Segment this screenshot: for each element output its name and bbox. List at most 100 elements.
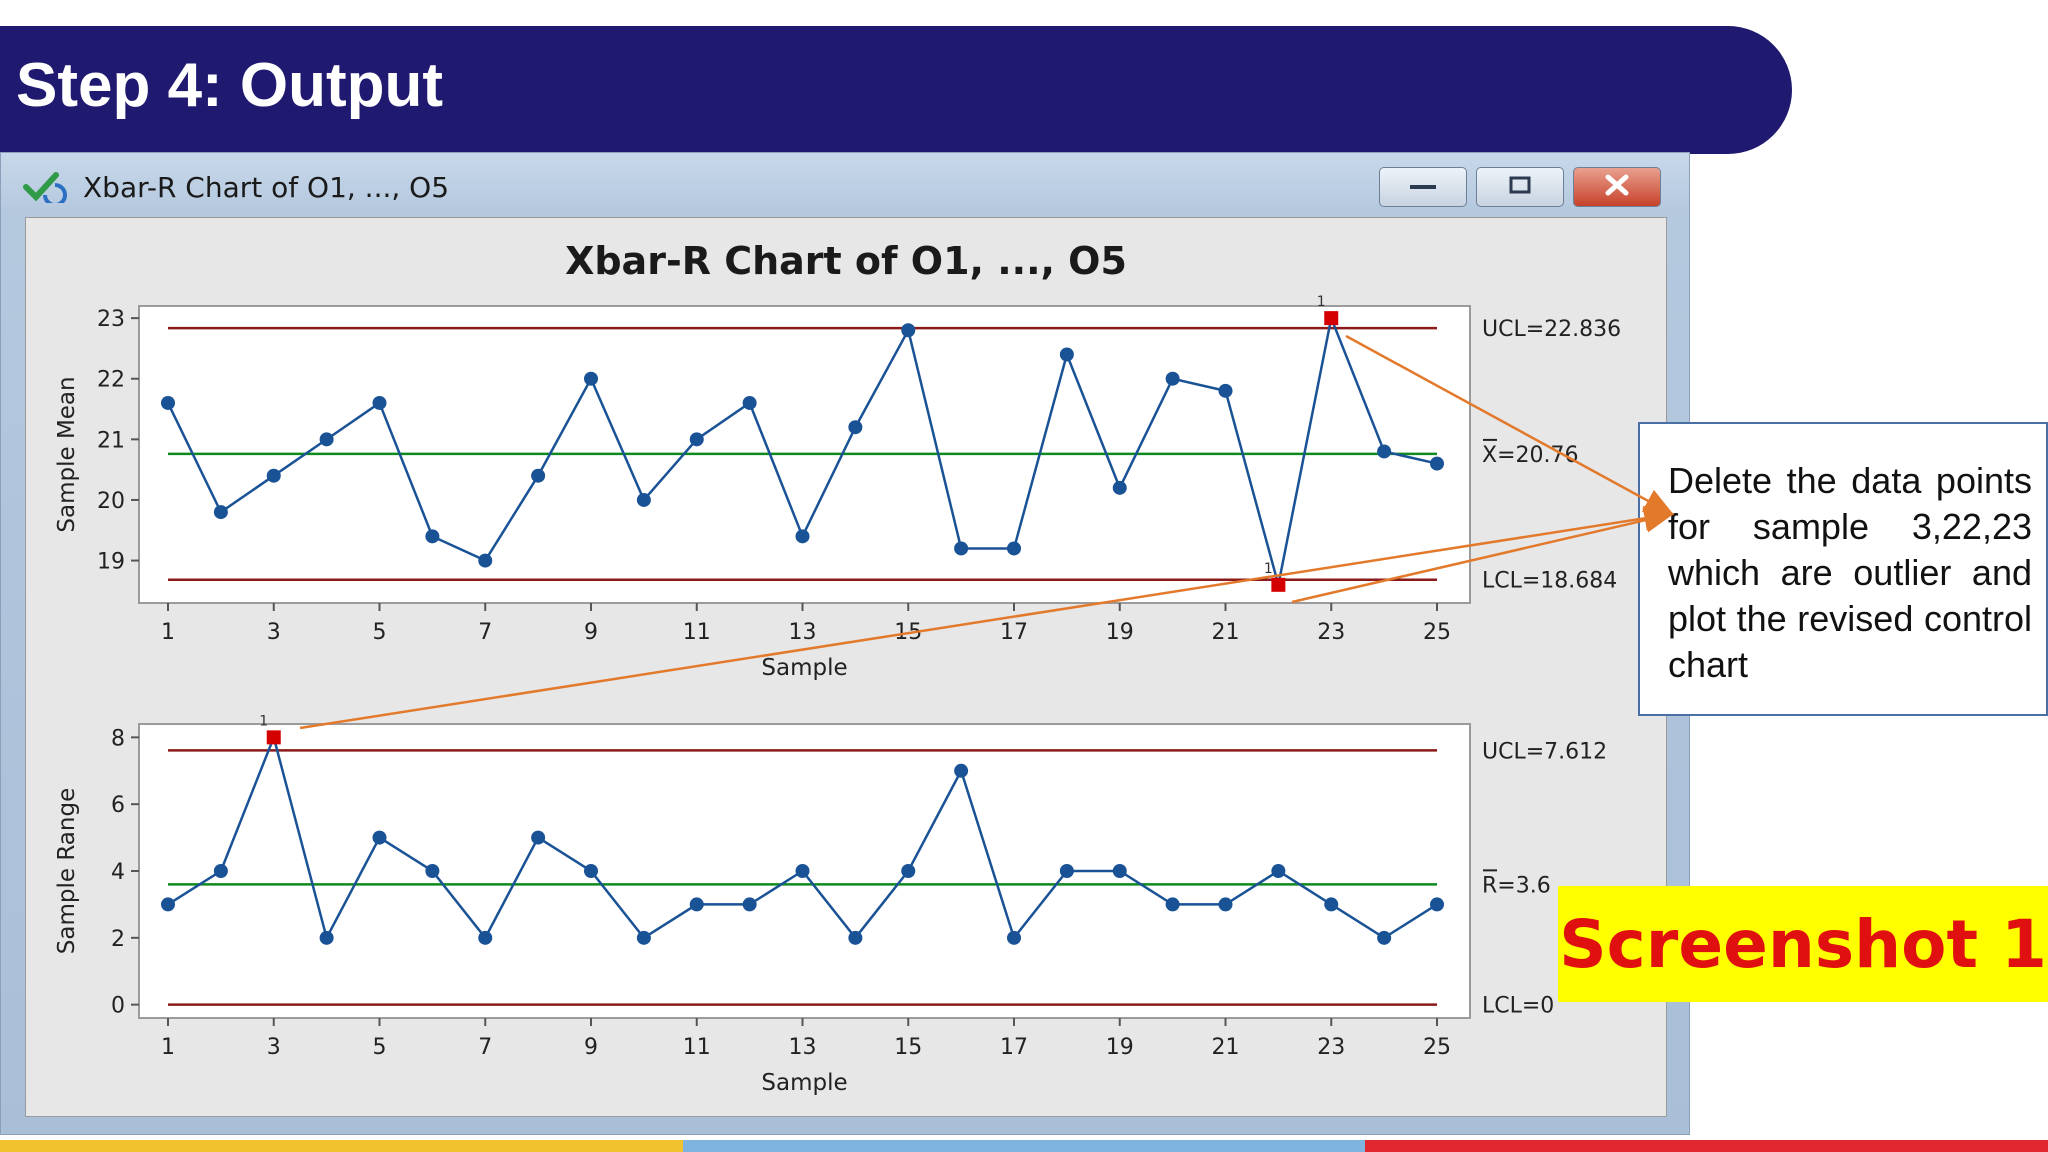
xbar-xtick-label: 3 [267, 620, 281, 645]
xbar-ucl-label: UCL=22.836 [1482, 317, 1621, 342]
maximize-icon [1505, 174, 1535, 201]
xbar-data-point [1165, 371, 1180, 386]
range-data-point [795, 864, 810, 878]
xbar-xaxis-label: Sample [761, 655, 847, 681]
slide-title-banner [0, 26, 1792, 154]
range-data-point [319, 930, 334, 945]
slide-title: Step 4: Output [16, 51, 444, 120]
xbar-data-point [901, 323, 916, 338]
range-data-point [1112, 864, 1127, 878]
xbar-xtick-label: 1 [161, 620, 175, 645]
minitab-check-icon [23, 171, 69, 208]
xbar-flagged-point [1324, 311, 1339, 326]
footer-stripe-red [1365, 1140, 2048, 1152]
xbar-data-point [742, 395, 757, 410]
chart-title: Xbar-R Chart of O1, ..., O5 [565, 239, 1127, 283]
range-data-point [1007, 930, 1021, 945]
chart-window: Xbar-R Chart of O1, ..., O5 Xbar-R Chart… [0, 152, 1690, 1135]
range-xtick-label: 17 [1000, 1035, 1028, 1060]
range-data-point [901, 864, 916, 878]
range-xtick-label: 19 [1106, 1035, 1134, 1060]
range-xtick-label: 1 [161, 1035, 175, 1060]
range-ytick-label: 6 [111, 793, 125, 818]
xbar-xtick-label: 5 [373, 620, 387, 645]
range-ytick-label: 4 [111, 860, 125, 885]
xbar-lcl-label: LCL=18.684 [1482, 569, 1617, 594]
window-title: Xbar-R Chart of O1, ..., O5 [83, 171, 450, 204]
footer-stripe-blue [683, 1140, 1365, 1152]
range-data-point [372, 830, 387, 845]
xbar-xtick-label: 17 [1000, 620, 1028, 645]
range-xtick-label: 11 [683, 1035, 711, 1060]
xbar-data-point [689, 432, 704, 447]
range-data-point [478, 930, 493, 945]
xbar-xtick-label: 19 [1106, 620, 1134, 645]
instruction-text: Delete the data points for sample 3,22,2… [1668, 460, 2032, 685]
xbar-data-point [1377, 444, 1392, 459]
range-xtick-label: 21 [1212, 1035, 1240, 1060]
xbar-xtick-label: 11 [683, 620, 711, 645]
xbar-data-point [372, 395, 387, 410]
close-button[interactable] [1573, 167, 1661, 207]
xbar-data-point [1430, 456, 1444, 471]
range-data-point [1059, 864, 1074, 878]
xbar-ytick-label: 23 [97, 307, 125, 332]
range-ytick-label: 0 [111, 994, 125, 1019]
range-lcl-label: LCL=0 [1482, 994, 1554, 1019]
range-xtick-label: 15 [894, 1035, 922, 1060]
range-data-point [1377, 930, 1392, 945]
xbar-data-point [531, 468, 546, 483]
range-flag-label: 1 [259, 713, 268, 729]
range-data-point [1271, 864, 1286, 878]
range-data-point [584, 864, 598, 878]
range-data-point [213, 864, 228, 878]
range-xtick-label: 25 [1423, 1035, 1451, 1060]
range-ucl-label: UCL=7.612 [1482, 739, 1607, 764]
range-ytick-label: 8 [111, 726, 125, 751]
range-xtick-label: 7 [478, 1035, 492, 1060]
xbar-ytick-label: 19 [97, 550, 125, 575]
xbar-flag-label: 1 [1264, 561, 1273, 577]
close-icon [1602, 173, 1632, 202]
range-data-point [531, 830, 546, 845]
footer-stripe-yellow [0, 1140, 683, 1152]
range-data-point [689, 897, 704, 912]
xbar-data-point [848, 420, 863, 435]
xbar-ytick-label: 21 [97, 428, 125, 453]
range-data-point [1324, 897, 1339, 912]
xbar-flag-label: 1 [1317, 294, 1326, 310]
xbar-data-point [213, 505, 228, 520]
range-center-label: R=3.6 [1482, 873, 1551, 898]
xbar-flagged-point [1271, 577, 1286, 592]
range-data-point [161, 897, 175, 912]
range-ytick-label: 2 [111, 927, 125, 952]
range-data-point [954, 763, 969, 778]
screenshot-label: Screenshot 1 [1558, 886, 2048, 1002]
range-data-point [636, 930, 651, 945]
xbar-data-point [1059, 347, 1074, 362]
xbar-data-point [954, 541, 969, 556]
xbar-xtick-label: 13 [789, 620, 817, 645]
xbar-data-point [478, 553, 493, 568]
xbar-data-point [1112, 480, 1127, 495]
xbar-data-point [319, 432, 334, 447]
xbar-xtick-label: 15 [894, 620, 922, 645]
xbar-data-point [266, 468, 281, 483]
range-data-point [425, 864, 440, 878]
maximize-button[interactable] [1476, 167, 1564, 207]
instruction-callout: Delete the data points for sample 3,22,2… [1638, 422, 2048, 716]
xbar-data-point [795, 529, 810, 544]
xbar-data-point [161, 395, 175, 410]
xbar-data-point [1007, 541, 1021, 556]
range-yaxis-label: Sample Range [54, 788, 80, 954]
range-data-point [1430, 897, 1444, 912]
range-xaxis-label: Sample [761, 1070, 847, 1096]
xbar-ytick-label: 20 [97, 489, 125, 514]
range-xtick-label: 9 [584, 1035, 598, 1060]
minimize-button[interactable] [1379, 167, 1467, 207]
minimize-icon [1408, 178, 1438, 196]
range-xtick-label: 13 [789, 1035, 817, 1060]
xbar-data-point [425, 529, 440, 544]
